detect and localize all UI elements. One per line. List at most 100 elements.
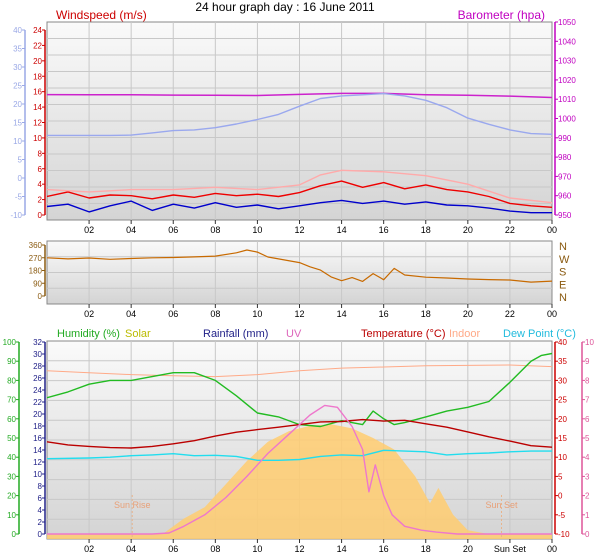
rainfall-tick-label: 28 bbox=[33, 362, 42, 371]
direction-tick-label: 90 bbox=[33, 279, 42, 288]
wind-inner-tick-label: 2 bbox=[38, 196, 43, 205]
x-tick-label: 14 bbox=[337, 225, 347, 235]
compass-label: W bbox=[559, 254, 570, 266]
compass-label: S bbox=[559, 267, 566, 279]
temperature-tick-label: 25 bbox=[558, 396, 567, 405]
x-tick-label: Sun Set bbox=[494, 544, 527, 554]
sunrise-label: Sun Rise bbox=[114, 500, 151, 510]
rainfall-tick-label: 18 bbox=[33, 422, 42, 431]
x-tick-label: 16 bbox=[379, 225, 389, 235]
x-tick-label: 04 bbox=[126, 225, 136, 235]
wind-panel-grid bbox=[47, 22, 552, 220]
direction-panel-series bbox=[47, 249, 552, 283]
x-tick-label: 20 bbox=[463, 225, 473, 235]
temperature-tick-label: 10 bbox=[558, 453, 567, 462]
humidity-tick-label: 0 bbox=[12, 530, 17, 539]
humidity-tick-label: 90 bbox=[7, 357, 16, 366]
barometer-tick-label: 960 bbox=[558, 192, 572, 201]
x-tick-label: 20 bbox=[463, 544, 473, 554]
humidity-tick-label: 80 bbox=[7, 376, 16, 385]
barometer-tick-label: 1030 bbox=[558, 57, 576, 66]
direction-panel-grid bbox=[47, 241, 552, 304]
temperature-tick-label: -10 bbox=[558, 530, 570, 539]
temperature-tick-label: 30 bbox=[558, 376, 567, 385]
x-tick-label: 14 bbox=[337, 544, 347, 554]
climate-panel-series bbox=[47, 352, 552, 539]
wind-panel-x-ticks: 02 04 06 08 10 12 14 16 18 20 22 00 bbox=[84, 220, 557, 235]
wind-inner-tick-label: 10 bbox=[33, 134, 42, 143]
rainfall-tick-label: 30 bbox=[33, 350, 42, 359]
climate-panel-axes: 1009080706050403020100323028262422201816… bbox=[3, 338, 595, 539]
series-barometer-hpa bbox=[47, 92, 552, 99]
wind-inner-tick-label: 8 bbox=[38, 149, 43, 158]
wind-outer-tick-label: 35 bbox=[13, 45, 22, 54]
wind-panel-series bbox=[47, 92, 552, 214]
x-tick-label: 18 bbox=[421, 309, 431, 319]
series-humidity bbox=[47, 352, 552, 428]
uv-tick-label: 0 bbox=[585, 530, 590, 539]
x-tick-label: 10 bbox=[252, 309, 262, 319]
humidity-tick-label: 20 bbox=[7, 492, 16, 501]
climate-panel-x-ticks: 02 04 06 08 10 12 14 16 18 20 Sun Set 00 bbox=[84, 539, 557, 554]
series-light-blue-trace bbox=[47, 92, 552, 137]
uv-tick-label: 8 bbox=[585, 376, 590, 385]
compass-label: E bbox=[559, 279, 566, 291]
x-tick-label: 08 bbox=[210, 309, 220, 319]
uv-tick-label: 2 bbox=[585, 492, 590, 501]
x-tick-label: 02 bbox=[84, 309, 94, 319]
rainfall-tick-label: 16 bbox=[33, 434, 42, 443]
direction-tick-label: 0 bbox=[38, 292, 43, 301]
rainfall-tick-label: 24 bbox=[33, 386, 42, 395]
x-tick-label: 10 bbox=[252, 225, 262, 235]
x-tick-label: 04 bbox=[126, 544, 136, 554]
x-tick-label: 14 bbox=[337, 309, 347, 319]
temperature-tick-label: -5 bbox=[558, 511, 566, 520]
temperature-tick-label: 40 bbox=[558, 338, 567, 347]
rainfall-tick-label: 20 bbox=[33, 410, 42, 419]
barometer-tick-label: 1040 bbox=[558, 37, 576, 46]
series-wind-gust bbox=[47, 169, 552, 204]
wind-inner-tick-label: 4 bbox=[38, 180, 43, 189]
rainfall-tick-label: 22 bbox=[33, 398, 42, 407]
indoor-label: Indoor bbox=[449, 328, 481, 340]
barometer-tick-label: 1020 bbox=[558, 76, 576, 85]
sunset-label: Sun Set bbox=[485, 500, 518, 510]
rainfall-tick-label: 32 bbox=[33, 338, 42, 347]
chart-title: 24 hour graph day : 16 June 2011 bbox=[195, 0, 375, 14]
wind-outer-tick-label: 25 bbox=[13, 82, 22, 91]
barometer-tick-label: 1010 bbox=[558, 95, 576, 104]
x-tick-label: 06 bbox=[168, 309, 178, 319]
humidity-tick-label: 70 bbox=[7, 396, 16, 405]
direction-tick-label: 180 bbox=[29, 267, 43, 276]
wind-barometer-panel: 4035302520151050-5-102422201816141210864… bbox=[10, 8, 576, 235]
rainfall-tick-label: 12 bbox=[33, 458, 42, 467]
wind-inner-tick-label: 6 bbox=[38, 165, 43, 174]
rainfall-tick-label: 0 bbox=[38, 530, 43, 539]
solar-label: Solar bbox=[125, 328, 151, 340]
rainfall-tick-label: 2 bbox=[38, 518, 43, 527]
direction-panel-x-ticks: 02 04 06 08 10 12 14 16 18 20 22 00 bbox=[84, 304, 557, 319]
compass-label: N bbox=[559, 241, 567, 253]
barometer-tick-label: 970 bbox=[558, 172, 572, 181]
x-tick-label: 16 bbox=[379, 544, 389, 554]
wind-panel-axes: 4035302520151050-5-102422201816141210864… bbox=[10, 18, 576, 220]
wind-outer-tick-label: 15 bbox=[13, 119, 22, 128]
wind-outer-tick-label: 0 bbox=[18, 174, 23, 183]
x-tick-label: 06 bbox=[168, 225, 178, 235]
series-uv bbox=[47, 404, 552, 535]
uv-tick-label: 6 bbox=[585, 415, 590, 424]
dewpoint-label: Dew Point (°C) bbox=[503, 328, 576, 340]
x-tick-label: 06 bbox=[168, 544, 178, 554]
rainfall-tick-label: 26 bbox=[33, 374, 42, 383]
wind-inner-tick-label: 22 bbox=[33, 41, 42, 50]
x-tick-label: 00 bbox=[547, 309, 557, 319]
wind-inner-tick-label: 18 bbox=[33, 72, 42, 81]
direction-tick-label: 360 bbox=[29, 241, 43, 250]
x-tick-label: 18 bbox=[421, 225, 431, 235]
climate-panel: Sun Rise Sun Set 100908070605040302010032… bbox=[3, 328, 595, 554]
humidity-tick-label: 40 bbox=[7, 453, 16, 462]
compass-label: N bbox=[559, 292, 567, 304]
barometer-tick-label: 980 bbox=[558, 153, 572, 162]
